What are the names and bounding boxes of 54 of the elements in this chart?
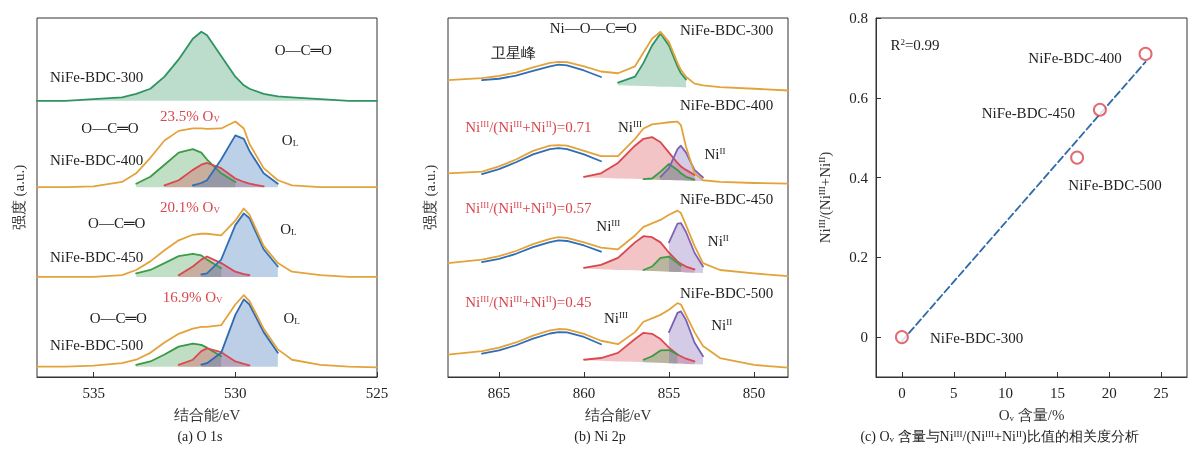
y-tick-label: 0 [860,329,868,346]
x-tick-label: 0 [898,384,906,401]
x-axis-title: Ov 含量/% [998,406,1065,423]
x-tick-label: 860 [572,384,596,401]
x-tick-label: 25 [1153,384,1169,401]
point [1070,150,1085,165]
y-tick-label: 0.4 [849,169,869,186]
annotation: NiFe-BDC-450 [680,191,774,208]
annotation: NiFe-BDC-300 [50,69,144,86]
y-axis-title: NiIII/(NiIII+NiII) [816,151,834,244]
x-tick-label: 525 [365,384,389,401]
annotation: OL [283,310,300,327]
annotation: NiFe-BDC-400 [680,97,774,113]
x-tick-label: 20 [1101,384,1117,401]
y-axis-title: 强度 (a.u.) [11,164,28,231]
annotation: 20.1% OV [160,199,221,216]
point [894,330,909,345]
annotation: O—C═O [89,310,148,327]
annotation: Ni—O—C═O [549,20,638,37]
x-tick-label: 10 [998,384,1014,401]
annotation: O—C═O [274,42,333,58]
x-tick-label: 865 [487,384,511,401]
point [1092,102,1107,117]
x-tick-label: 855 [657,384,681,401]
x-tick-label: 5 [950,384,958,401]
x-tick-label: 530 [224,384,247,401]
annotation: NiFe-BDC-300 [930,330,1024,346]
x-axis-title: 结合能/eV [173,406,241,423]
annotation: OL [280,221,297,238]
annotation: O—C═O [81,119,139,136]
annotation: NiFe-BDC-300 [680,22,774,38]
annotation: NiFe-BDC-450 [981,105,1075,122]
point [1138,46,1153,61]
x-axis-title: 结合能/eV [584,406,652,423]
text: (a) O 1s [177,428,223,445]
annotation: NiFe-BDC-500 [1068,177,1162,193]
annotation: NiFe-BDC-450 [50,249,144,266]
x-tick-label: 850 [742,384,766,401]
y-tick-label: 0.8 [849,10,868,26]
text: (b) Ni 2p [574,428,626,445]
annotation: 16.9% OV [162,288,224,305]
y-tick-label: 0.2 [849,249,868,266]
annotation: NiFe-BDC-500 [680,284,774,301]
annotation: NiFe-BDC-400 [50,152,144,168]
annotation: O—C═O [88,214,146,231]
annotation: NiFe-BDC-500 [50,337,144,353]
annotation: NiFe-BDC-400 [1028,50,1122,67]
annotation: 23.5% OV [160,108,221,124]
x-tick-label: 15 [1049,384,1065,401]
y-tick-label: 0.6 [849,89,869,106]
x-tick-label: 535 [82,384,105,401]
annotation: 卫星峰 [490,44,536,61]
y-axis-title: 强度 (a.u.) [422,164,439,231]
annotation: OL [281,132,299,148]
